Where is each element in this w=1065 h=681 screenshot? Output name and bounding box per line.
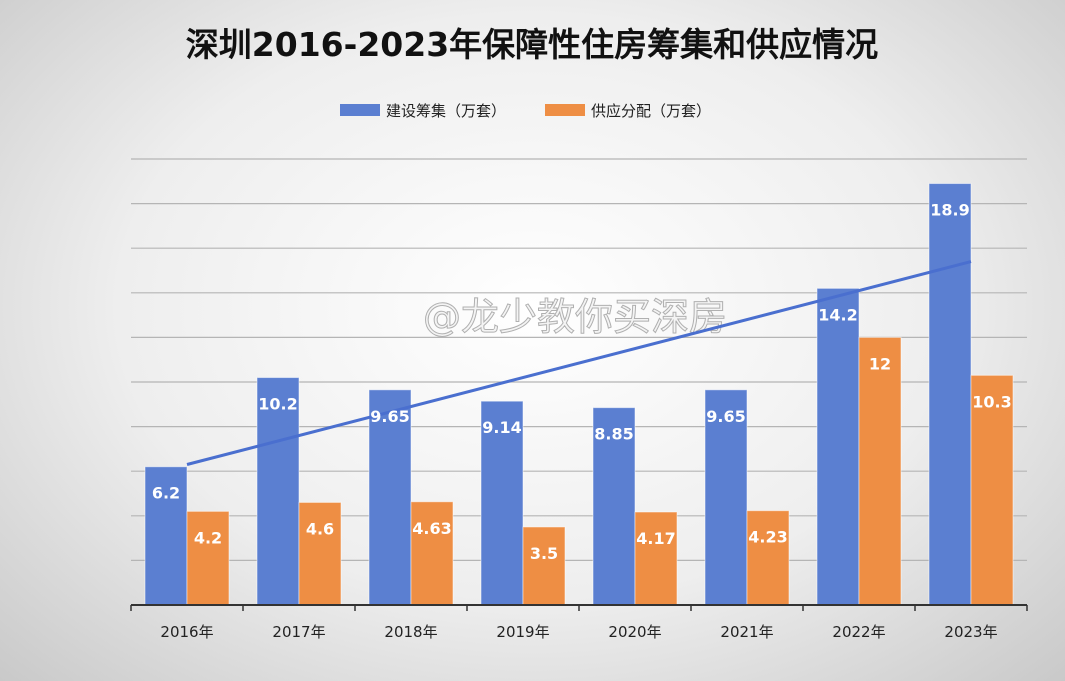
x-axis: 2016年 2017年 2018年 2019年 2020年 2021年 2022年 2023年 bbox=[130, 604, 1028, 641]
chart-title: 深圳2016-2023年保障性住房筹集和供应情况 bbox=[186, 25, 878, 64]
data-label: 4.63 bbox=[412, 519, 451, 538]
legend-swatch bbox=[340, 104, 380, 116]
data-label: 10.3 bbox=[972, 392, 1011, 411]
x-tick-label: 2023年 bbox=[944, 623, 997, 641]
data-label: 12 bbox=[869, 354, 891, 373]
x-tick-label: 2017年 bbox=[272, 623, 325, 641]
x-tick-label: 2022年 bbox=[832, 623, 885, 641]
bar bbox=[704, 389, 748, 606]
bar bbox=[368, 389, 412, 606]
data-label: 18.9 bbox=[930, 201, 969, 220]
x-tick-label: 2018年 bbox=[384, 623, 437, 641]
bar bbox=[970, 374, 1014, 606]
data-label: 14.2 bbox=[818, 305, 857, 324]
data-label: 4.2 bbox=[194, 528, 222, 547]
bar bbox=[186, 510, 230, 606]
bar bbox=[410, 501, 454, 606]
x-tick-label: 2019年 bbox=[496, 623, 549, 641]
data-label: 4.17 bbox=[636, 529, 675, 548]
data-label: 6.2 bbox=[152, 484, 180, 503]
data-label: 4.6 bbox=[306, 519, 334, 538]
x-tick-label: 2021年 bbox=[720, 623, 773, 641]
trendline-line bbox=[186, 260, 972, 466]
data-labels: 6.2 4.2 10.2 4.6 9.65 4.63 9.14 3.5 8.85 4.17 9.65… bbox=[152, 201, 1012, 563]
data-label: 9.14 bbox=[482, 418, 521, 437]
data-label: 9.65 bbox=[706, 407, 745, 426]
data-label: 8.85 bbox=[594, 425, 633, 444]
legend: 建设筹集（万套） 供应分配（万套） bbox=[340, 102, 711, 120]
bar bbox=[592, 407, 636, 606]
legend-label: 建设筹集（万套） bbox=[386, 102, 506, 120]
bar bbox=[816, 287, 860, 606]
bar bbox=[522, 526, 566, 606]
bar bbox=[746, 510, 790, 606]
bar bbox=[858, 336, 902, 606]
data-label: 4.23 bbox=[748, 528, 787, 547]
bar bbox=[480, 400, 524, 606]
legend-label: 供应分配（万套） bbox=[591, 102, 711, 120]
data-label: 9.65 bbox=[370, 407, 409, 426]
bar bbox=[634, 511, 678, 606]
bar bbox=[928, 183, 972, 606]
data-label: 10.2 bbox=[258, 395, 297, 414]
watermark: @龙少教你买深房 bbox=[423, 295, 727, 339]
trendline bbox=[186, 260, 972, 466]
x-tick-label: 2020年 bbox=[608, 623, 661, 641]
legend-swatch bbox=[545, 104, 585, 116]
data-label: 3.5 bbox=[530, 544, 558, 563]
bar bbox=[298, 501, 342, 606]
x-tick-label: 2016年 bbox=[160, 623, 213, 641]
